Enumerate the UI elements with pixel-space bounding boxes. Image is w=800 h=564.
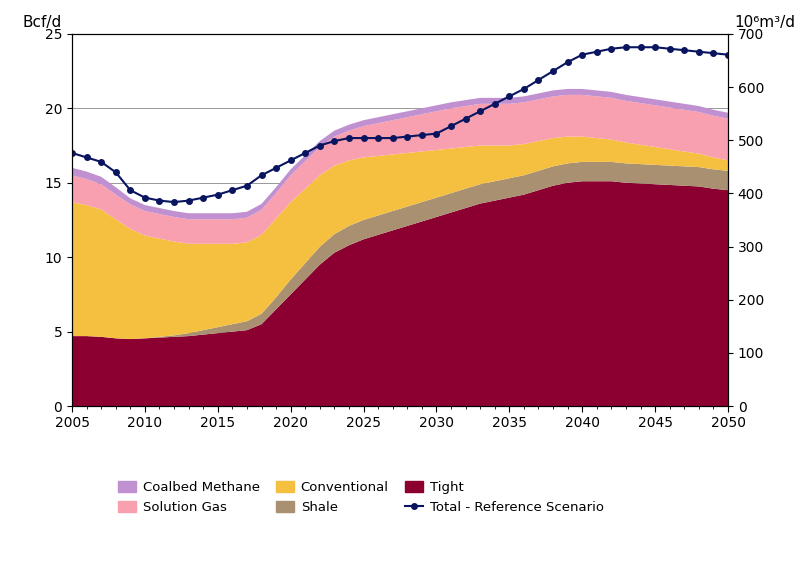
Text: Bcf/d: Bcf/d [23,15,62,30]
Text: 10⁶m³/d: 10⁶m³/d [734,15,795,30]
Legend: Coalbed Methane, Solution Gas, Conventional, Shale, Tight, Total - Reference Sce: Coalbed Methane, Solution Gas, Conventio… [113,476,609,519]
